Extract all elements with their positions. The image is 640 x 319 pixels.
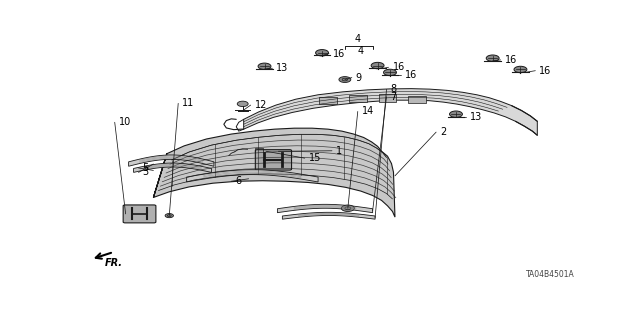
- Polygon shape: [248, 146, 273, 153]
- Circle shape: [514, 66, 527, 73]
- Polygon shape: [129, 155, 214, 166]
- Circle shape: [371, 62, 384, 69]
- FancyBboxPatch shape: [379, 94, 396, 102]
- Text: 5: 5: [143, 163, 148, 173]
- FancyBboxPatch shape: [255, 150, 292, 170]
- Text: FR.: FR.: [105, 258, 123, 268]
- Text: TA04B4501A: TA04B4501A: [526, 271, 575, 279]
- Text: 13: 13: [276, 63, 289, 73]
- Text: 4: 4: [358, 46, 364, 56]
- Text: 6: 6: [236, 176, 241, 186]
- Text: 2: 2: [440, 127, 446, 137]
- Text: 16: 16: [540, 66, 552, 76]
- Text: 14: 14: [362, 107, 374, 116]
- Text: 16: 16: [405, 70, 418, 80]
- Circle shape: [339, 77, 351, 83]
- Text: 10: 10: [118, 117, 131, 127]
- Circle shape: [449, 111, 463, 117]
- Polygon shape: [134, 163, 211, 172]
- Polygon shape: [277, 204, 372, 213]
- Text: 15: 15: [308, 153, 321, 163]
- Circle shape: [316, 49, 328, 56]
- Circle shape: [341, 205, 355, 211]
- Circle shape: [258, 63, 271, 70]
- Text: 13: 13: [470, 112, 482, 122]
- Text: 8: 8: [390, 84, 397, 94]
- Circle shape: [486, 55, 499, 61]
- FancyBboxPatch shape: [349, 95, 367, 102]
- FancyBboxPatch shape: [408, 95, 426, 103]
- Text: 1: 1: [336, 146, 342, 156]
- Text: 16: 16: [392, 62, 404, 72]
- Text: 16: 16: [504, 55, 517, 65]
- Polygon shape: [154, 128, 395, 217]
- Polygon shape: [282, 212, 375, 219]
- FancyBboxPatch shape: [123, 205, 156, 223]
- Text: 7: 7: [390, 92, 397, 102]
- Circle shape: [237, 101, 248, 107]
- Text: 4: 4: [355, 34, 361, 44]
- Text: 11: 11: [182, 98, 195, 108]
- FancyBboxPatch shape: [319, 97, 337, 104]
- Text: 16: 16: [333, 48, 345, 58]
- Circle shape: [165, 213, 173, 218]
- Text: 12: 12: [255, 100, 267, 110]
- Polygon shape: [187, 170, 318, 182]
- Text: 9: 9: [356, 73, 362, 83]
- Circle shape: [383, 69, 396, 76]
- Polygon shape: [244, 89, 538, 135]
- Text: 3: 3: [143, 167, 148, 177]
